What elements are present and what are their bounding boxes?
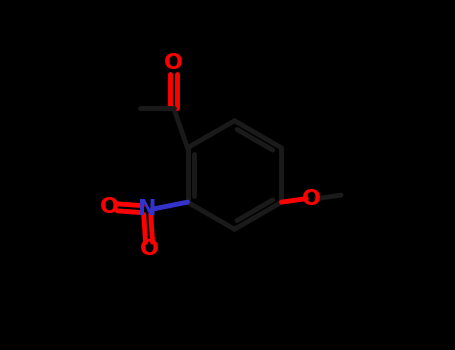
Text: O: O	[100, 197, 119, 217]
Text: O: O	[164, 52, 183, 73]
Text: O: O	[302, 189, 321, 209]
Text: O: O	[140, 239, 158, 259]
Text: N: N	[138, 199, 157, 219]
